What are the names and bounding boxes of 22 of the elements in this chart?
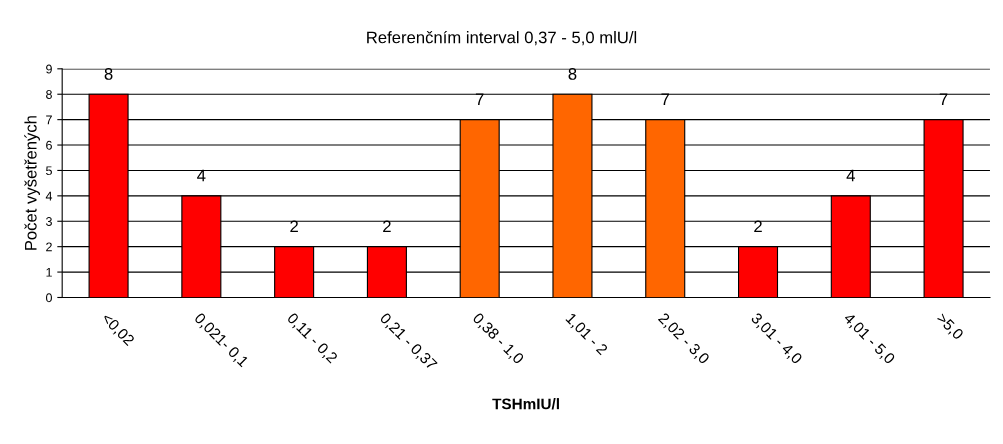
data-label: 2 — [290, 220, 298, 233]
y-axis-title: Počet vyšetřených — [24, 116, 40, 250]
y-tick-label: 6 — [46, 140, 52, 150]
data-label: 2 — [754, 220, 762, 233]
y-tick-label: 3 — [45, 217, 52, 226]
y-tick-label: 4 — [45, 191, 53, 201]
x-tick-label: 4,01 - 5,0 — [841, 311, 896, 366]
y-tick-label: 8 — [46, 90, 52, 99]
data-label: 7 — [939, 93, 948, 106]
data-label: 7 — [475, 93, 484, 106]
data-label: 2 — [383, 220, 391, 233]
y-tick-label: 9 — [46, 64, 52, 74]
data-label: 8 — [104, 68, 113, 80]
y-tick-label: 7 — [46, 115, 52, 125]
y-tick-label: 1 — [46, 268, 52, 277]
y-tick-label: 2 — [46, 242, 52, 252]
data-label: 7 — [661, 93, 670, 106]
chart-title: Referenčním interval 0,37 - 5,0 mlU/l — [367, 30, 637, 46]
y-tick-label: 0 — [46, 293, 52, 303]
data-label: 8 — [568, 68, 577, 80]
y-tick-label: 5 — [46, 166, 52, 176]
x-axis-title: TSHmIU/l — [492, 398, 559, 410]
